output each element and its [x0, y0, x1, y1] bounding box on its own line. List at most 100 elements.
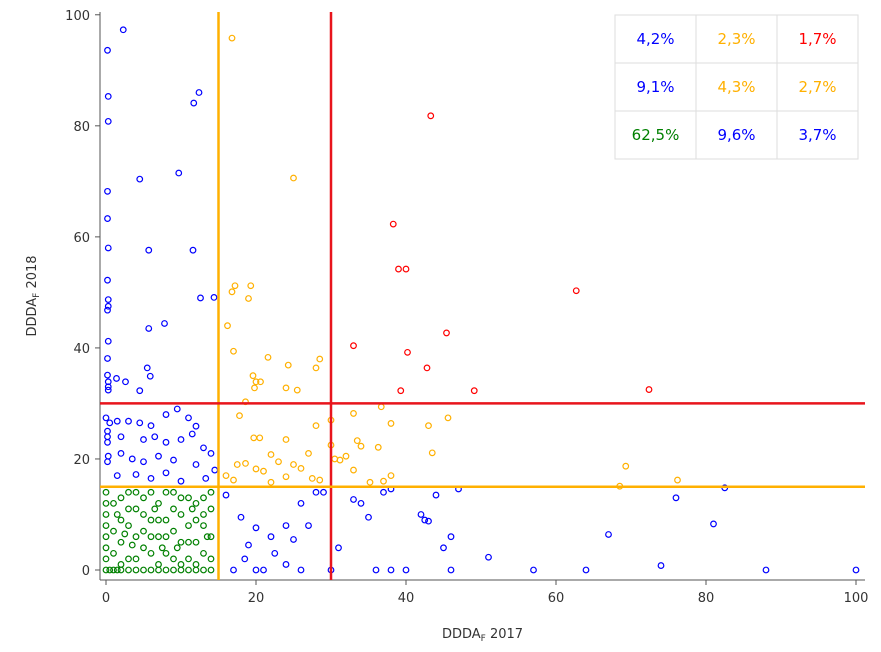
point [252, 378, 260, 386]
point [155, 452, 162, 460]
point [189, 246, 197, 254]
point [245, 295, 252, 302]
point [530, 566, 537, 574]
point [444, 414, 452, 422]
point [241, 555, 249, 563]
point [104, 46, 111, 54]
point [188, 505, 196, 513]
point [222, 472, 230, 480]
point [192, 461, 200, 468]
point [200, 494, 207, 502]
point [162, 533, 170, 541]
point [170, 527, 177, 535]
point [192, 499, 200, 507]
point [185, 538, 192, 546]
point [155, 566, 162, 574]
y-tick-label: 80 [73, 120, 90, 135]
point [170, 488, 177, 496]
point [402, 566, 410, 574]
point [173, 544, 181, 552]
point [387, 472, 395, 480]
point [350, 410, 357, 417]
point [162, 549, 170, 557]
table-cell-text: 1,7% [798, 30, 836, 48]
point [350, 342, 357, 350]
point [230, 347, 237, 355]
point [104, 386, 112, 394]
point [104, 302, 112, 310]
point [197, 294, 204, 302]
y-tick-label: 40 [73, 342, 90, 357]
y-tick-label: 0 [82, 564, 90, 579]
point [170, 505, 177, 513]
point [200, 522, 207, 529]
point [195, 89, 203, 96]
point [207, 505, 215, 513]
x-tick-label: 20 [248, 591, 265, 606]
point [251, 384, 258, 392]
point [132, 555, 140, 563]
point [185, 555, 192, 563]
point [353, 437, 361, 445]
point [125, 522, 132, 529]
point [312, 364, 320, 372]
point [162, 411, 170, 418]
point [145, 246, 153, 254]
point [128, 455, 136, 463]
point [207, 450, 215, 457]
point [136, 175, 144, 183]
point [427, 112, 435, 120]
point [432, 491, 440, 499]
point [387, 420, 395, 427]
point [113, 566, 121, 574]
point [423, 364, 431, 372]
point [162, 469, 170, 477]
point [297, 566, 305, 574]
point [177, 566, 185, 574]
point [125, 566, 132, 574]
point [102, 522, 110, 529]
point [316, 476, 324, 484]
point [147, 516, 155, 524]
point [428, 449, 436, 457]
point [447, 533, 455, 541]
point [170, 566, 177, 574]
y-axis-label-rest: 2018 [25, 255, 40, 292]
point [102, 511, 110, 518]
point [350, 496, 357, 503]
point [762, 566, 770, 574]
point [102, 566, 110, 574]
point [175, 169, 183, 177]
point [102, 414, 110, 422]
point [297, 499, 305, 507]
point [147, 533, 155, 541]
point [622, 462, 630, 470]
point [113, 375, 120, 382]
x-axis-label-rest: 2017 [486, 627, 523, 642]
point [185, 566, 192, 574]
point [110, 566, 117, 574]
point [275, 458, 282, 466]
point [210, 293, 218, 301]
point [162, 488, 170, 496]
point [605, 531, 612, 538]
point [297, 464, 305, 472]
point [485, 553, 492, 561]
point [267, 533, 275, 541]
point [104, 244, 112, 252]
point [102, 499, 110, 507]
point [256, 434, 264, 442]
point [102, 555, 110, 563]
point [350, 466, 357, 474]
point [110, 527, 117, 535]
point [104, 276, 111, 284]
point [308, 474, 316, 482]
table-cell-text: 4,2% [636, 30, 674, 48]
point [192, 561, 200, 568]
point [365, 513, 372, 521]
point [177, 561, 185, 568]
point [264, 353, 272, 361]
point [312, 422, 320, 430]
point [357, 442, 365, 450]
point [147, 566, 155, 574]
